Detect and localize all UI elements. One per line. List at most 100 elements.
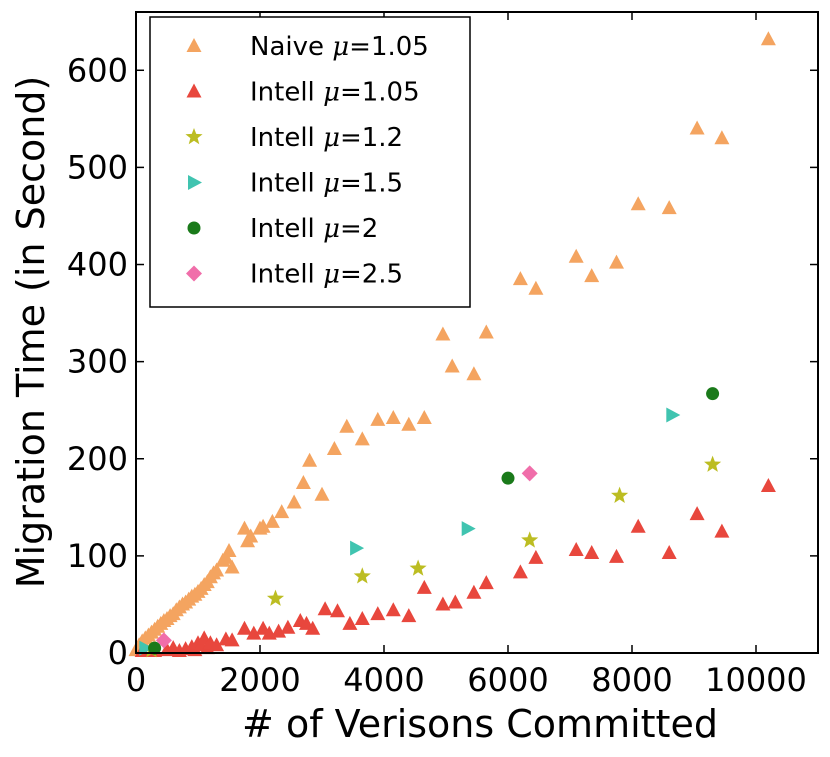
data-point-series-0 — [286, 494, 302, 509]
data-point-series-1 — [246, 625, 262, 640]
data-point-series-0 — [401, 416, 417, 431]
data-point-series-0 — [354, 431, 370, 446]
data-point-series-1 — [354, 611, 370, 626]
data-point-series-1 — [568, 542, 584, 557]
data-point-series-2 — [521, 531, 539, 548]
data-point-series-0 — [528, 280, 544, 295]
data-point-series-2 — [704, 455, 722, 472]
data-point-series-0 — [326, 441, 342, 456]
axis-ticks: 0 2000 4000 6000 8000 10000 0 100 200 300 400 500 60… — [67, 12, 818, 699]
data-point-series-0 — [224, 559, 240, 574]
legend-marker-1 — [186, 83, 202, 98]
x-tick-label: 4000 — [343, 661, 424, 699]
y-tick-label: 400 — [67, 246, 128, 284]
data-point-series-0 — [221, 543, 237, 558]
data-point-series-2 — [409, 559, 427, 576]
y-tick-label: 600 — [67, 51, 128, 89]
data-point-series-0 — [255, 518, 271, 533]
legend: Naive μ=1.05 Intell μ=1.05 Intell μ=1.2 Int… — [149, 16, 471, 308]
data-point-series-0 — [237, 520, 252, 535]
data-point-series-1 — [342, 615, 358, 630]
data-point-series-4 — [501, 471, 515, 485]
data-point-series-0 — [630, 196, 646, 211]
data-point-series-1 — [385, 602, 401, 617]
data-point-series-1 — [512, 564, 528, 579]
data-point-series-5 — [521, 465, 538, 482]
legend-marker-4 — [187, 221, 201, 235]
legend-marker-2 — [185, 128, 203, 145]
data-point-series-1 — [330, 603, 345, 618]
data-point-series-3 — [461, 521, 476, 537]
legend-marker-0 — [186, 38, 202, 52]
data-point-series-0 — [385, 409, 401, 424]
data-point-series-1 — [209, 637, 225, 652]
data-point-series-0 — [478, 324, 494, 339]
data-point-series-0 — [314, 486, 330, 501]
data-point-series-0 — [661, 200, 677, 215]
data-point-series-0 — [435, 326, 451, 341]
y-tick-label: 200 — [67, 440, 128, 478]
data-point-series-2 — [611, 486, 629, 503]
legend-marker-3 — [188, 175, 202, 190]
data-point-series-1 — [370, 606, 386, 621]
x-tick-label: 6000 — [467, 661, 548, 699]
data-point-series-0 — [243, 528, 259, 543]
plot-area — [128, 31, 776, 658]
data-point-series-0 — [209, 562, 225, 577]
legend-label-0: Naive μ=1.05 — [250, 32, 429, 62]
data-point-series-1 — [435, 596, 451, 611]
x-tick-label: 10000 — [705, 661, 807, 699]
data-point-series-0 — [466, 366, 482, 381]
y-tick-label: 100 — [67, 537, 128, 575]
data-point-series-1 — [760, 477, 776, 492]
data-point-series-0 — [264, 513, 280, 528]
data-point-series-5 — [155, 632, 172, 649]
data-point-series-1 — [661, 544, 677, 559]
legend-label-1: Intell μ=1.05 — [250, 78, 420, 108]
data-point-series-4 — [706, 387, 720, 401]
data-point-series-1 — [466, 584, 482, 599]
data-point-series-3 — [350, 540, 365, 556]
data-point-series-0 — [568, 248, 584, 263]
data-point-series-1 — [528, 549, 544, 564]
legend-marker-5 — [186, 265, 202, 282]
data-point-series-0 — [689, 120, 705, 135]
legend-label-2: Intell μ=1.2 — [250, 123, 403, 153]
x-tick-label: 0 — [126, 661, 146, 699]
data-point-series-1 — [447, 594, 463, 609]
data-point-series-0 — [760, 31, 776, 46]
data-point-series-0 — [584, 268, 600, 283]
data-point-series-1 — [280, 619, 296, 634]
legend-label-3: Intell μ=1.5 — [250, 169, 403, 199]
data-point-series-0 — [512, 271, 528, 286]
data-point-series-1 — [689, 506, 705, 521]
data-point-series-0 — [295, 475, 311, 490]
data-point-series-1 — [401, 608, 417, 623]
data-point-series-0 — [714, 130, 730, 145]
data-point-series-2 — [353, 567, 371, 584]
data-point-series-0 — [609, 254, 624, 269]
data-point-series-1 — [584, 544, 600, 559]
data-point-series-1 — [305, 620, 321, 635]
data-point-series-0 — [302, 452, 318, 467]
legend-frame — [149, 16, 471, 308]
legend-label-4: Intell μ=2 — [250, 214, 378, 244]
x-tick-label: 2000 — [219, 661, 300, 699]
data-point-series-3 — [139, 640, 154, 656]
data-point-series-4 — [148, 641, 162, 655]
data-point-series-1 — [416, 579, 432, 594]
y-tick-label: 300 — [67, 343, 128, 381]
data-point-series-1 — [271, 623, 287, 638]
data-point-series-1 — [609, 548, 624, 563]
data-point-series-0 — [416, 409, 432, 424]
axes-frame — [135, 11, 819, 654]
y-tick-label: 500 — [67, 148, 128, 186]
x-axis-label: # of Verisons Committed — [242, 702, 718, 746]
data-point-series-3 — [666, 407, 681, 423]
data-point-series-1 — [237, 620, 252, 635]
y-tick-label: 0 — [108, 634, 128, 672]
legend-label-5: Intell μ=2.5 — [250, 260, 403, 290]
data-point-series-1 — [317, 601, 333, 616]
data-point-series-2 — [266, 589, 285, 606]
